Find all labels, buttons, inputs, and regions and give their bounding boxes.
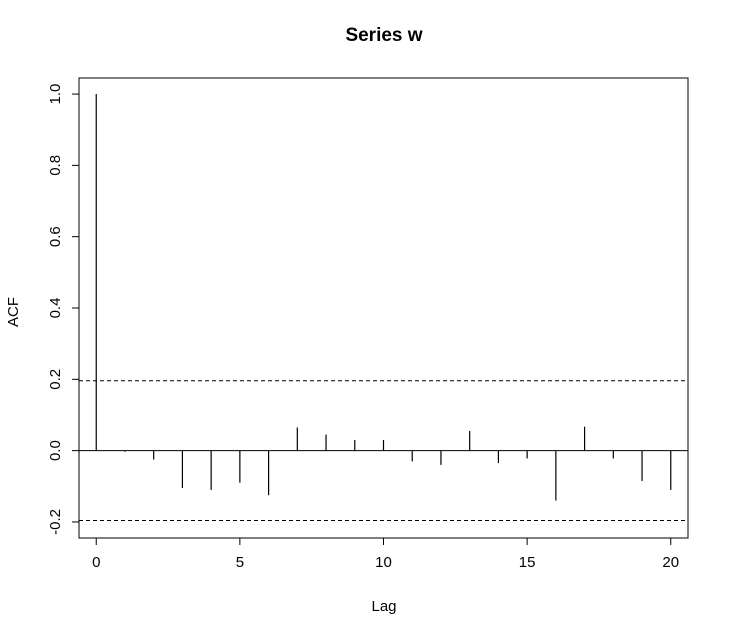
x-tick-label: 20 [662,554,679,571]
y-tick-label: 0.0 [47,440,64,461]
x-axis-label: Lag [371,598,396,615]
y-axis: -0.2 0.0 0.2 0.4 0.6 0.8 1.0 [47,84,80,535]
y-tick-label: 0.4 [47,298,64,319]
y-tick-label: 0.8 [47,155,64,176]
x-tick-label: 5 [236,554,244,571]
y-tick-label: 1.0 [47,84,64,105]
y-tick-label: 0.6 [47,226,64,247]
x-axis: 0 5 10 15 20 [92,537,679,571]
x-tick-label: 15 [519,554,536,571]
acf-bars [95,94,672,501]
y-axis-label: ACF [5,297,22,327]
confidence-bounds [79,380,688,522]
x-tick-label: 10 [375,554,392,571]
chart-title: Series w [345,25,422,46]
plot-frame [78,77,689,539]
y-tick-label: -0.2 [47,509,64,535]
x-tick-label: 0 [92,554,100,571]
y-tick-label: 0.2 [47,369,64,390]
